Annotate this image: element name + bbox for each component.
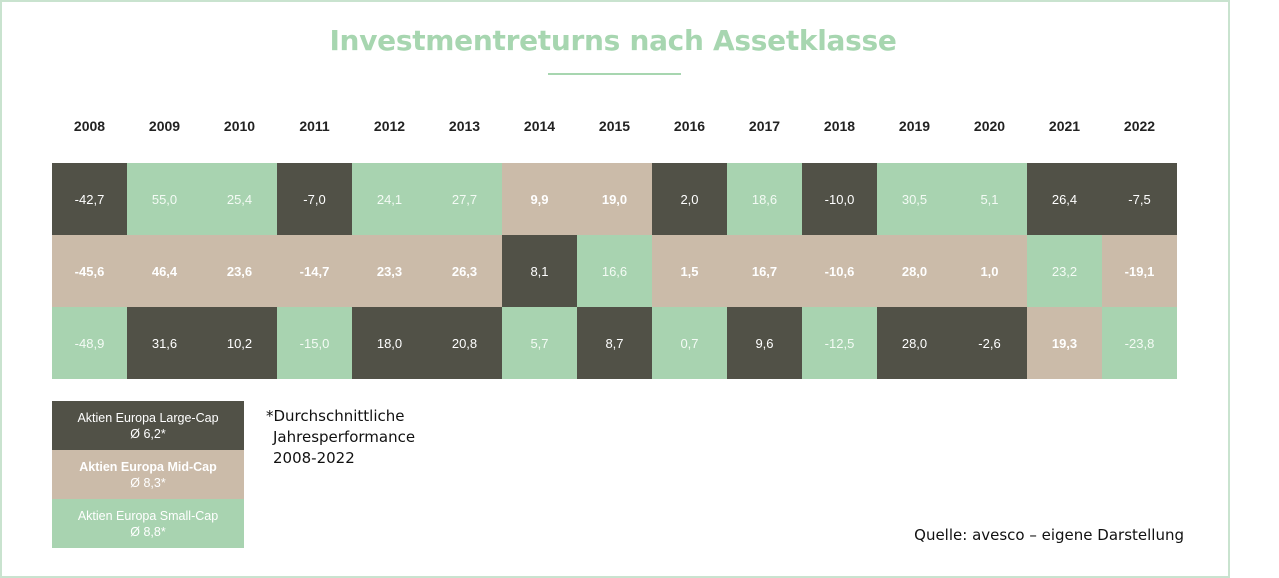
footnote-line-1: *Durchschnittliche bbox=[266, 407, 405, 425]
year-label: 2016 bbox=[673, 118, 706, 134]
year-label: 2009 bbox=[148, 118, 181, 134]
legend: Aktien Europa Large-Cap Ø 6,2* Aktien Euro… bbox=[52, 401, 244, 548]
table-cell-large-cap: 10,2 bbox=[202, 307, 277, 379]
table-cell-mid-cap: -14,7 bbox=[277, 235, 352, 307]
average-footnote: *Durchschnittliche Jahresperformance 200… bbox=[266, 406, 415, 469]
table-cell-large-cap: 18,0 bbox=[352, 307, 427, 379]
table-cell-small-cap: -48,9 bbox=[52, 307, 127, 379]
table-cell-mid-cap: 26,3 bbox=[427, 235, 502, 307]
table-cell-small-cap: -15,0 bbox=[277, 307, 352, 379]
table-cell-mid-cap: 9,9 bbox=[502, 163, 577, 235]
table-cell-large-cap: 26,4 bbox=[1027, 163, 1102, 235]
legend-item-large-cap: Aktien Europa Large-Cap Ø 6,2* bbox=[52, 401, 244, 450]
year-label: 2013 bbox=[448, 118, 481, 134]
year-label: 2010 bbox=[223, 118, 256, 134]
table-cell-small-cap: 23,2 bbox=[1027, 235, 1102, 307]
footnote-line-2: Jahresperformance bbox=[273, 428, 416, 446]
table-cell-mid-cap: 19,0 bbox=[577, 163, 652, 235]
year-label: 2022 bbox=[1123, 118, 1156, 134]
table-cell-mid-cap: 23,3 bbox=[352, 235, 427, 307]
table-cell-mid-cap: 23,6 bbox=[202, 235, 277, 307]
table-cell-small-cap: 5,1 bbox=[952, 163, 1027, 235]
year-label: 2018 bbox=[823, 118, 856, 134]
table-cell-small-cap: 16,6 bbox=[577, 235, 652, 307]
table-cell-large-cap: 28,0 bbox=[877, 307, 952, 379]
table-cell-small-cap: 24,1 bbox=[352, 163, 427, 235]
table-cell-large-cap: 8,1 bbox=[502, 235, 577, 307]
table-cell-large-cap: 2,0 bbox=[652, 163, 727, 235]
table-cell-large-cap: 8,7 bbox=[577, 307, 652, 379]
table-cell-large-cap: -10,0 bbox=[802, 163, 877, 235]
legend-average: Ø 8,8* bbox=[130, 524, 166, 539]
year-label: 2014 bbox=[523, 118, 556, 134]
table-cell-small-cap: 18,6 bbox=[727, 163, 802, 235]
table-cell-large-cap: -42,7 bbox=[52, 163, 127, 235]
year-label: 2012 bbox=[373, 118, 406, 134]
table-cell-small-cap: -12,5 bbox=[802, 307, 877, 379]
table-cell-mid-cap: -45,6 bbox=[52, 235, 127, 307]
year-label: 2008 bbox=[73, 118, 106, 134]
source-note: Quelle: avesco – eigene Darstellung bbox=[914, 526, 1184, 544]
table-cell-mid-cap: 19,3 bbox=[1027, 307, 1102, 379]
table-cell-mid-cap: 1,5 bbox=[652, 235, 727, 307]
legend-item-mid-cap: Aktien Europa Mid-Cap Ø 8,3* bbox=[52, 450, 244, 499]
table-cell-mid-cap: 46,4 bbox=[127, 235, 202, 307]
year-label: 2011 bbox=[299, 118, 330, 134]
table-cell-mid-cap: 1,0 bbox=[952, 235, 1027, 307]
title-underline bbox=[548, 73, 681, 75]
year-label: 2021 bbox=[1048, 118, 1081, 134]
legend-label: Aktien Europa Mid-Cap bbox=[79, 459, 217, 474]
year-label: 2020 bbox=[973, 118, 1006, 134]
table-cell-large-cap: -7,0 bbox=[277, 163, 352, 235]
year-label: 2015 bbox=[598, 118, 631, 134]
table-cell-mid-cap: 28,0 bbox=[877, 235, 952, 307]
table-cell-large-cap: 20,8 bbox=[427, 307, 502, 379]
table-cell-small-cap: 5,7 bbox=[502, 307, 577, 379]
year-label: 2017 bbox=[748, 118, 781, 134]
table-cell-mid-cap: -19,1 bbox=[1102, 235, 1177, 307]
table-cell-mid-cap: -10,6 bbox=[802, 235, 877, 307]
legend-average: Ø 6,2* bbox=[130, 426, 166, 441]
table-cell-mid-cap: 16,7 bbox=[727, 235, 802, 307]
legend-label: Aktien Europa Small-Cap bbox=[77, 508, 219, 523]
table-cell-small-cap: 30,5 bbox=[877, 163, 952, 235]
table-cell-small-cap: -23,8 bbox=[1102, 307, 1177, 379]
table-cell-small-cap: 55,0 bbox=[127, 163, 202, 235]
table-cell-large-cap: -7,5 bbox=[1102, 163, 1177, 235]
chart-title: Investmentreturns nach Assetklasse bbox=[329, 24, 897, 57]
footnote-line-3: 2008-2022 bbox=[273, 449, 355, 467]
table-cell-large-cap: 9,6 bbox=[727, 307, 802, 379]
table-cell-small-cap: 27,7 bbox=[427, 163, 502, 235]
legend-label: Aktien Europa Large-Cap bbox=[77, 410, 219, 425]
table-cell-small-cap: 25,4 bbox=[202, 163, 277, 235]
table-cell-large-cap: -2,6 bbox=[952, 307, 1027, 379]
table-cell-large-cap: 31,6 bbox=[127, 307, 202, 379]
year-label: 2019 bbox=[898, 118, 931, 134]
table-cell-small-cap: 0,7 bbox=[652, 307, 727, 379]
legend-item-small-cap: Aktien Europa Small-Cap Ø 8,8* bbox=[52, 499, 244, 548]
legend-average: Ø 8,3* bbox=[130, 475, 166, 490]
